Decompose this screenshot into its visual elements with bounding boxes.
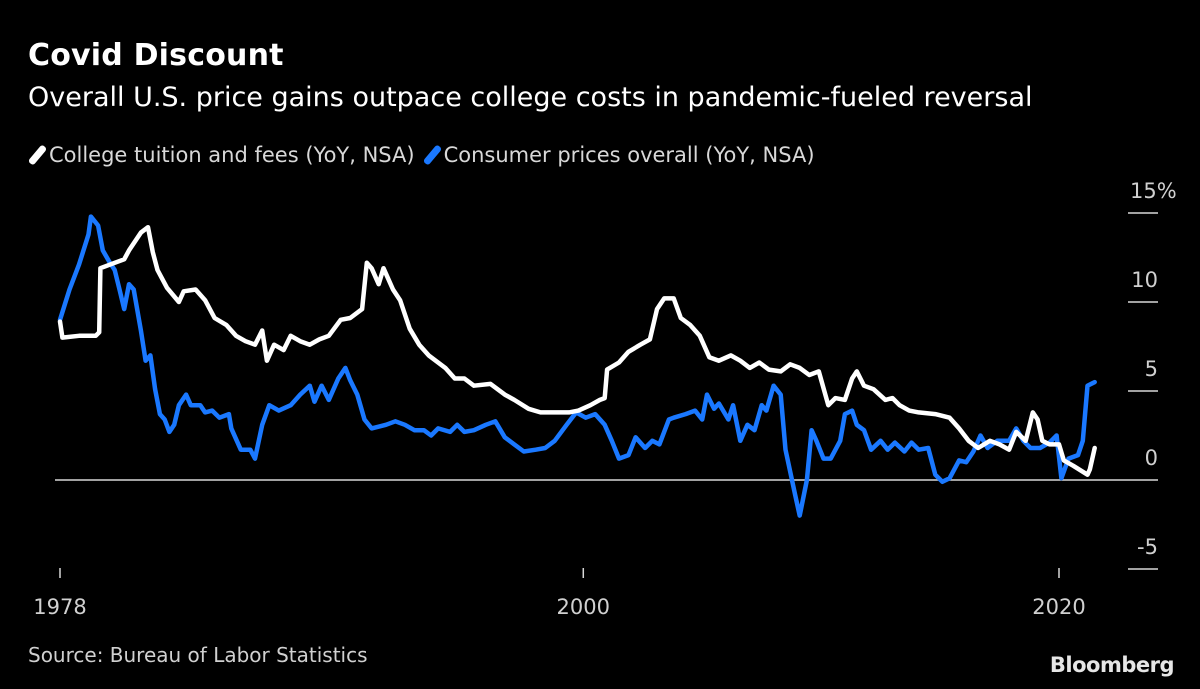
chart-title: Covid Discount bbox=[28, 38, 284, 73]
y-tick-label: 10 bbox=[1131, 268, 1158, 292]
series-line-tuition bbox=[57, 224, 1097, 477]
x-tick-label: 2000 bbox=[557, 595, 610, 619]
source-note: Source: Bureau of Labor Statistics bbox=[28, 643, 368, 667]
y-tick-label: 5 bbox=[1145, 357, 1158, 381]
legend-label-cpi: Consumer prices overall (YoY, NSA) bbox=[443, 143, 815, 167]
chart-subtitle: Overall U.S. price gains outpace college… bbox=[28, 82, 1033, 113]
bloomberg-logo: Bloomberg bbox=[1049, 653, 1175, 677]
y-tick-label: 15% bbox=[1130, 179, 1177, 203]
series-line-cpi bbox=[57, 214, 1097, 518]
y-tick-label: 0 bbox=[1145, 446, 1158, 470]
x-tick-label: 2020 bbox=[1032, 595, 1085, 619]
x-tick-label: 1978 bbox=[33, 595, 86, 619]
legend-item-tuition: College tuition and fees (YoY, NSA) bbox=[27, 143, 415, 167]
legend: College tuition and fees (YoY, NSA) Cons… bbox=[27, 143, 815, 167]
legend-item-cpi: Consumer prices overall (YoY, NSA) bbox=[422, 143, 815, 167]
y-tick-label: -5 bbox=[1137, 535, 1158, 559]
legend-label-tuition: College tuition and fees (YoY, NSA) bbox=[49, 143, 415, 167]
